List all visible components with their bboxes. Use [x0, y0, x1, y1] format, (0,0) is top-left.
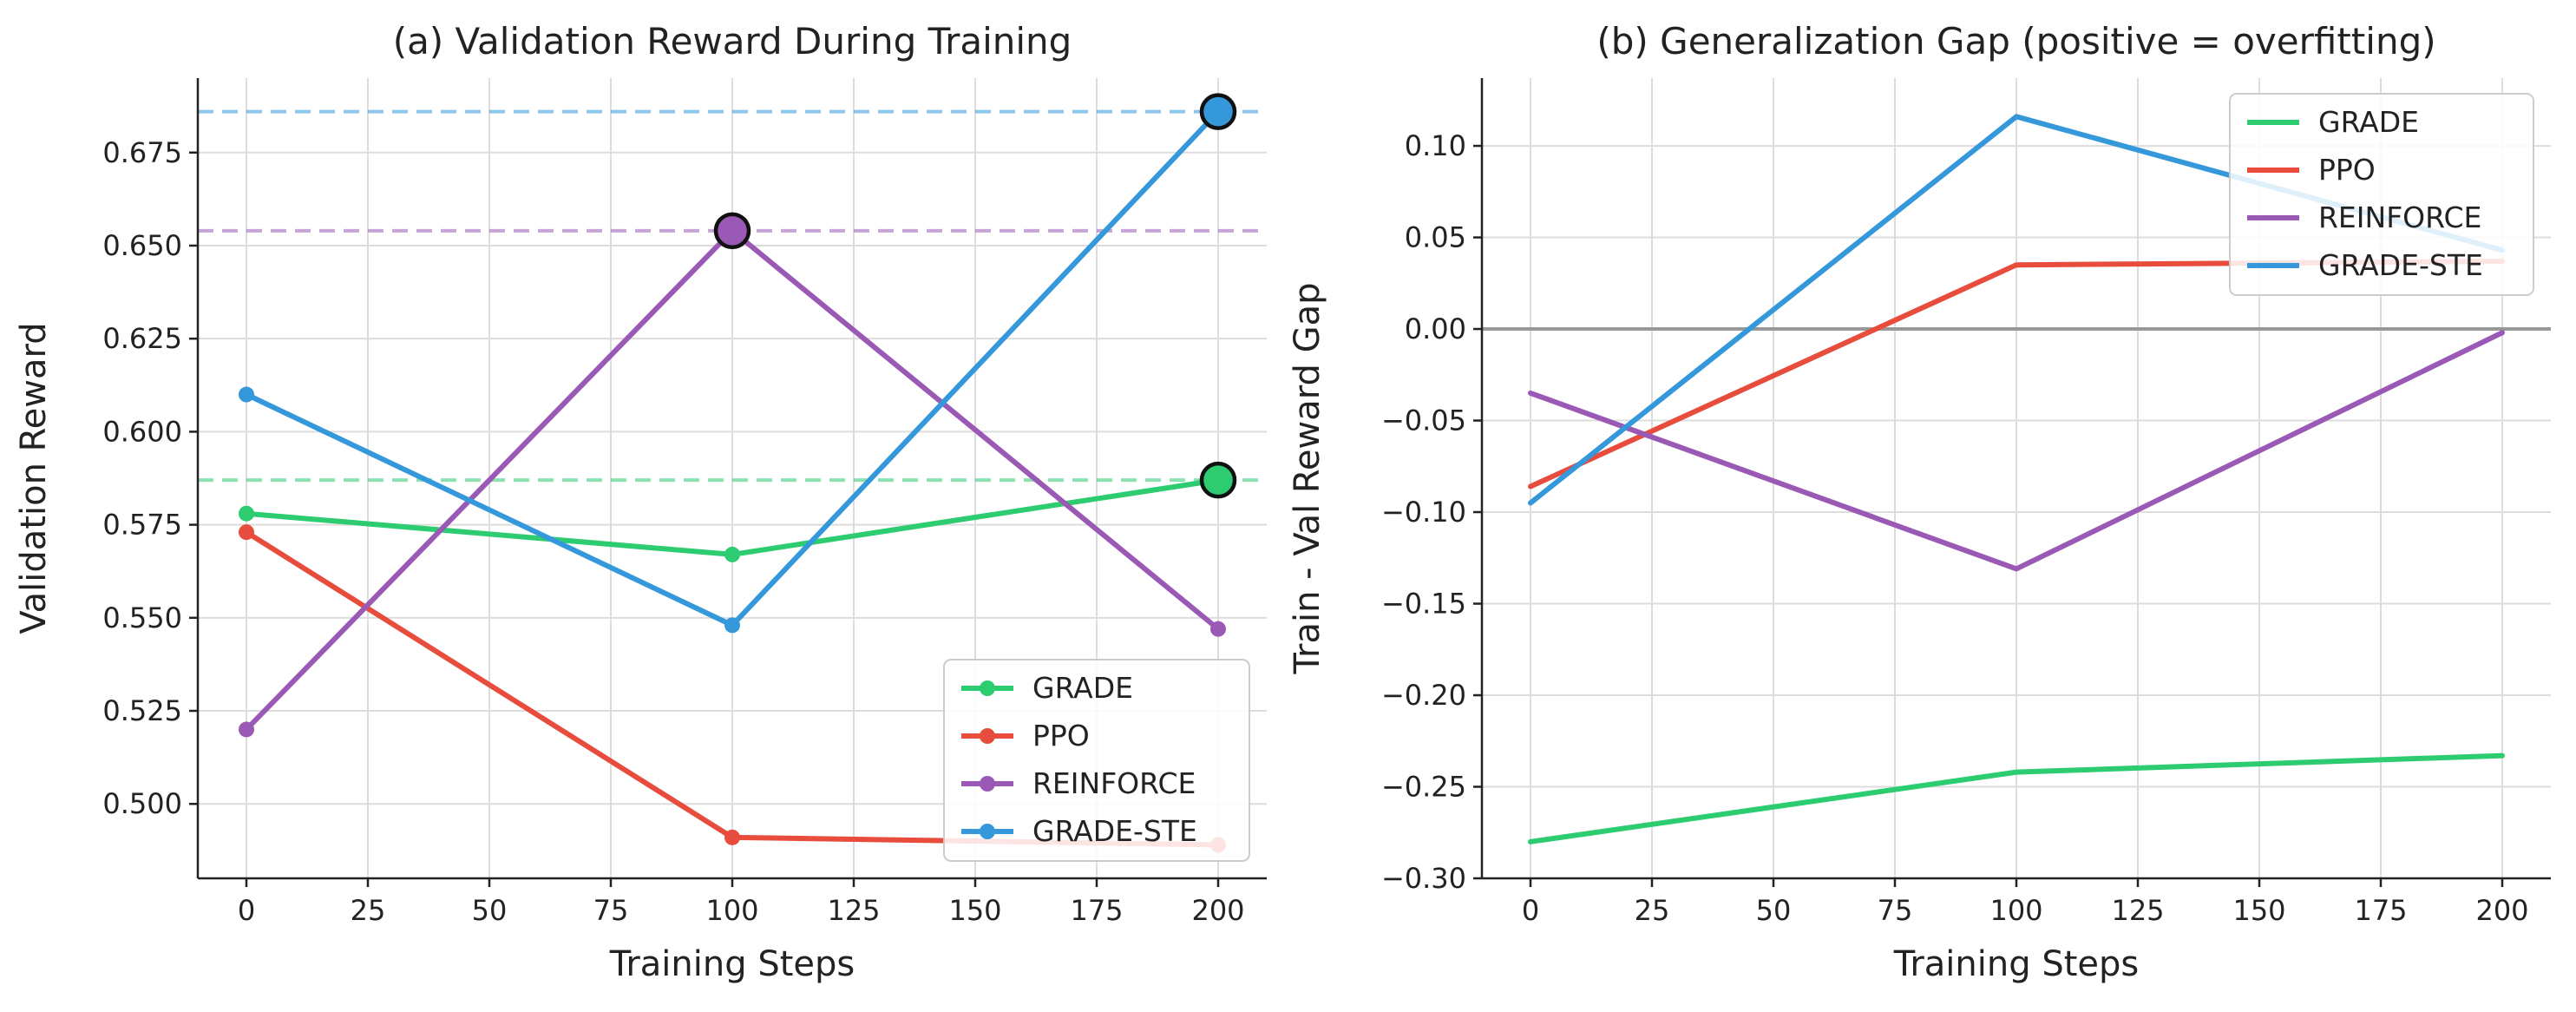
x-tick-label: 25: [1635, 894, 1670, 927]
best-point-grade: [1199, 461, 1237, 499]
x-tick-label: 125: [827, 894, 880, 927]
legend-label-grade: GRADE: [2318, 105, 2419, 139]
x-tick-label: 50: [472, 894, 508, 927]
legend: GRADE PPO REINFORCE GRADE-STE: [2229, 93, 2534, 296]
y-tick-label: 0.550: [102, 601, 182, 634]
x-tick-label: 0: [1522, 894, 1539, 927]
y-tick-label: 0.650: [102, 229, 182, 262]
y-axis-label: Validation Reward: [14, 322, 54, 634]
legend-label-grade: GRADE: [1032, 671, 1133, 705]
y-tick-label: −0.30: [1381, 862, 1466, 895]
y-tick-label: 0.05: [1405, 221, 1466, 254]
y-tick-label: −0.15: [1381, 588, 1466, 621]
chart-a-validation-reward: 0 25 50 75 100 125 150 175 200 0.500 0.525 0.550 0.5…: [14, 20, 1267, 984]
legend-box: [2229, 93, 2534, 296]
y-tick-label: −0.25: [1381, 771, 1466, 804]
series-line-reinforce: [1528, 330, 2505, 572]
chart-title: (b) Generalization Gap (positive = overf…: [1596, 20, 2435, 62]
y-tick-label: 0.10: [1405, 129, 1466, 162]
x-tick-label: 0: [238, 894, 255, 927]
y-tick-label: 0.575: [102, 509, 182, 542]
x-tick-label: 25: [351, 894, 386, 927]
x-tick-label: 200: [1191, 894, 1244, 927]
x-tick-label: 150: [2232, 894, 2285, 927]
data-point-grade: [239, 505, 254, 522]
y-axis-label: Train - Val Reward Gap: [1288, 282, 1327, 674]
y-tick-label: −0.05: [1381, 404, 1466, 437]
x-tick-label: 75: [1878, 894, 1913, 927]
y-tick-label: 0.500: [102, 787, 182, 820]
x-tick-label: 100: [705, 894, 758, 927]
chart-b-generalization-gap: 0 25 50 75 100 125 150 175 200 −0.30 −0.25 −0.20 −0.…: [1288, 20, 2551, 984]
data-point-ppo: [239, 524, 254, 541]
x-axis-label: Training Steps: [1893, 944, 2139, 984]
y-tick-label: 0.675: [102, 136, 182, 169]
legend-label-reinforce: REINFORCE: [1032, 766, 1196, 800]
legend-marker-ppo: [980, 728, 995, 744]
legend-label-grade-ste: GRADE-STE: [2318, 248, 2483, 282]
legend-marker-grade: [980, 680, 995, 696]
legend-label-reinforce: REINFORCE: [2318, 200, 2481, 234]
y-tick-label: −0.10: [1381, 496, 1466, 529]
x-tick-label: 125: [2111, 894, 2164, 927]
legend: GRADE PPO REINFORCE GRADE-STE: [943, 659, 1250, 862]
best-point-reinforce: [713, 212, 751, 250]
data-point-reinforce: [1210, 621, 1226, 637]
legend-label-grade-ste: GRADE-STE: [1032, 814, 1197, 848]
x-tick-label: 175: [1070, 894, 1123, 927]
data-point-grade: [724, 546, 740, 562]
y-tick-label: −0.20: [1381, 679, 1466, 712]
data-point-grade-ste: [239, 386, 254, 403]
legend-label-ppo: PPO: [2318, 153, 2376, 187]
legend-label-ppo: PPO: [1032, 719, 1090, 752]
series-line-grade: [1528, 752, 2505, 844]
x-tick-label: 200: [2475, 894, 2528, 927]
y-tick-label: 0.600: [102, 415, 182, 448]
chart-title: (a) Validation Reward During Training: [393, 20, 1072, 62]
x-axis-label: Training Steps: [609, 944, 855, 984]
y-tick-label: 0.525: [102, 694, 182, 727]
x-tick-label: 75: [593, 894, 629, 927]
legend-box: [943, 659, 1250, 862]
data-point-reinforce: [239, 721, 254, 738]
best-point-grade-ste: [1199, 93, 1237, 130]
y-tick-label: 0.00: [1405, 312, 1466, 345]
x-tick-label: 50: [1756, 894, 1792, 927]
x-tick-label: 100: [1989, 894, 2042, 927]
data-point-grade-ste: [724, 617, 740, 634]
x-tick-label: 175: [2354, 894, 2407, 927]
data-point-ppo: [724, 829, 740, 845]
x-tick-label: 150: [948, 894, 1001, 927]
legend-marker-reinforce: [980, 776, 995, 792]
legend-marker-grade-ste: [980, 824, 995, 839]
y-tick-label: 0.625: [102, 322, 182, 355]
